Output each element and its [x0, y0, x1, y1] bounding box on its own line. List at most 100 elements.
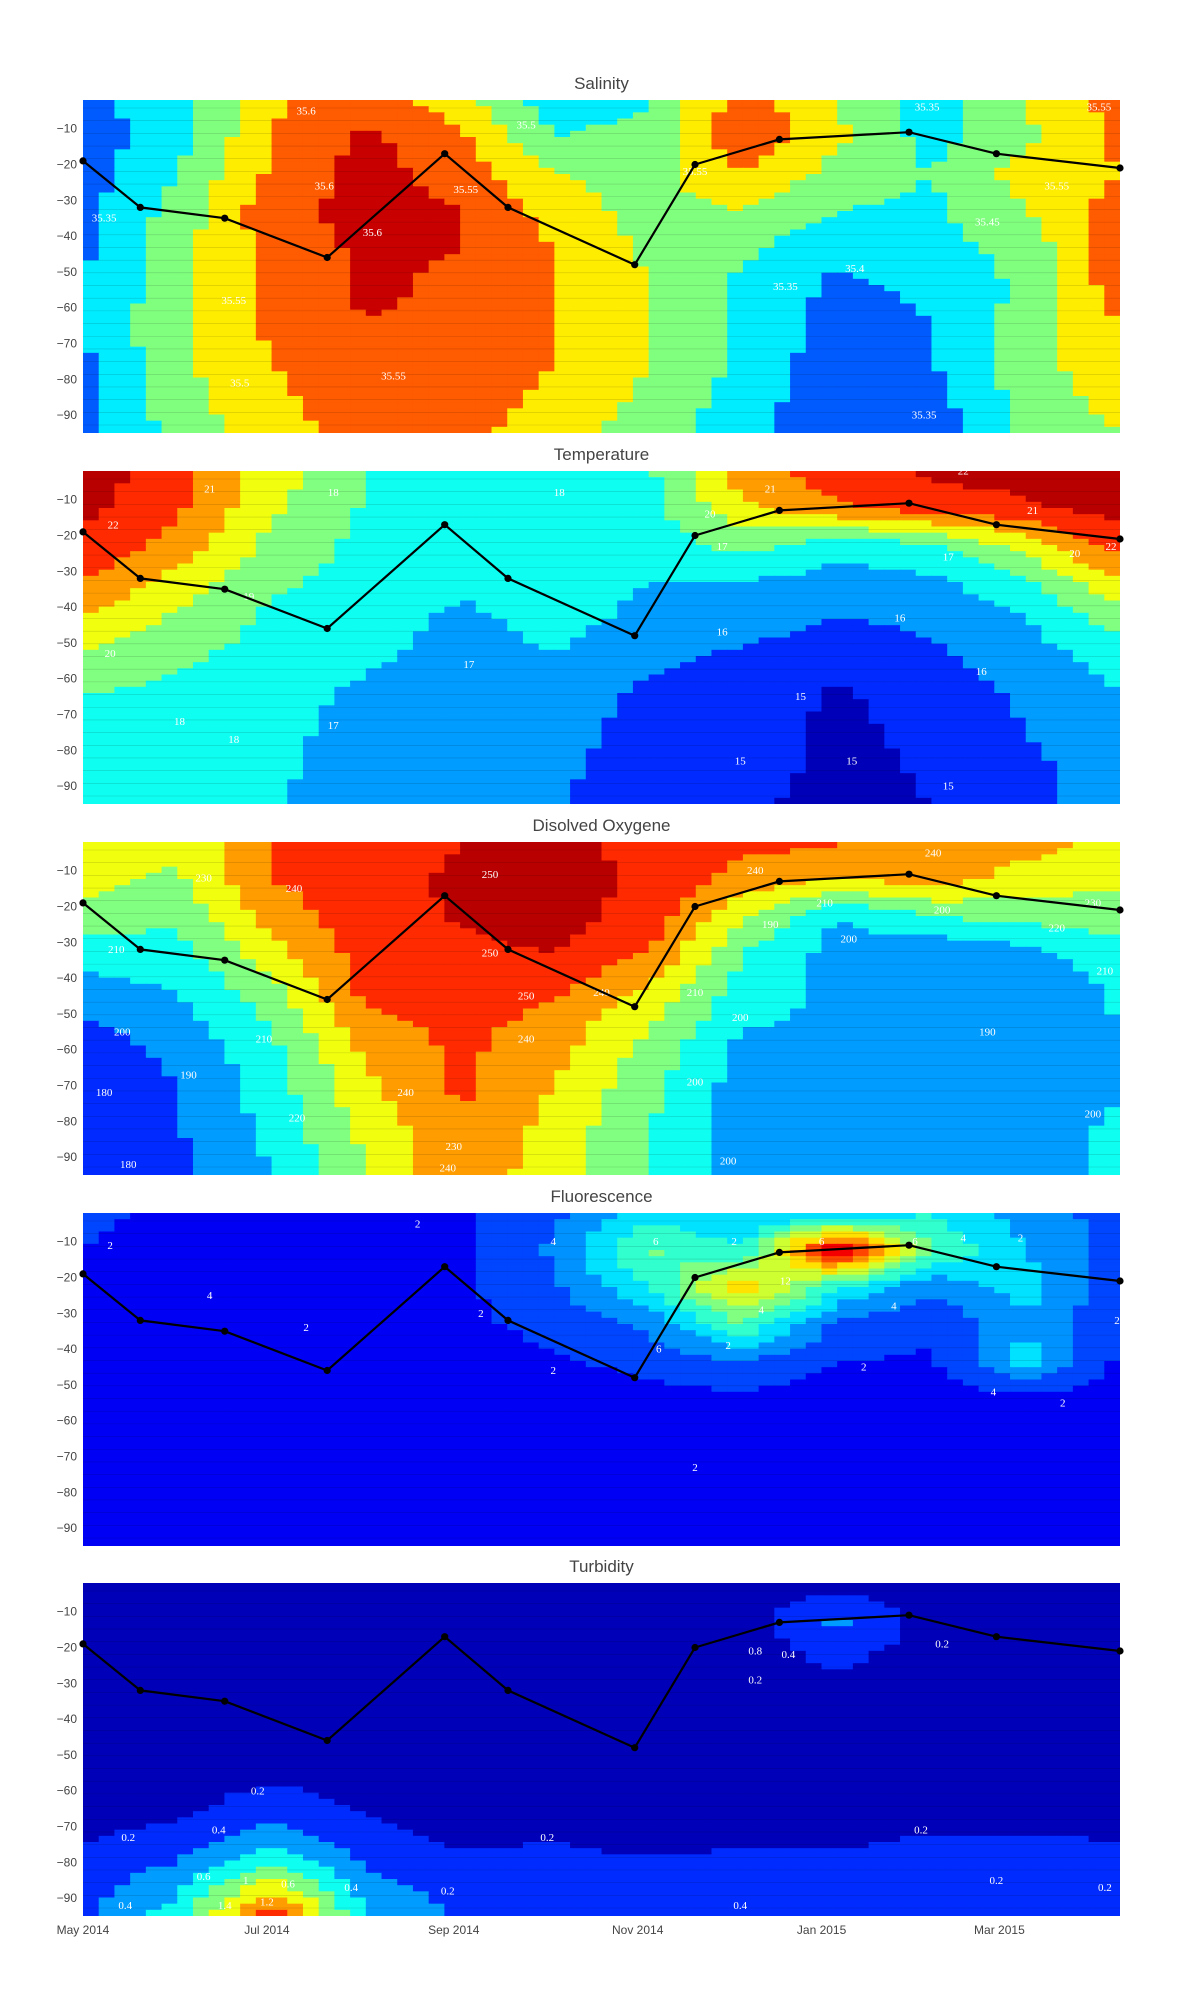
contour-cell	[271, 315, 288, 323]
contour-cell	[507, 112, 524, 120]
contour-cell	[1104, 180, 1120, 187]
contour-cell	[852, 526, 870, 534]
contour-cell	[475, 359, 493, 366]
contour-cell	[884, 278, 901, 286]
contour-cell	[98, 389, 116, 397]
contour-cell	[475, 334, 493, 342]
contour-cell	[837, 198, 854, 206]
contour-cell	[632, 569, 650, 577]
contour-cell	[145, 180, 163, 187]
contour-cell	[1104, 186, 1120, 194]
contour-cell	[412, 241, 430, 249]
contour-cell	[412, 309, 430, 317]
contour-cell	[852, 322, 870, 329]
contour-cell	[240, 477, 257, 484]
contour-cell	[130, 383, 147, 391]
contour-cell	[412, 315, 430, 323]
contour-cell	[648, 118, 665, 126]
contour-cell	[491, 278, 508, 286]
contour-cell	[365, 371, 383, 379]
contour-cell	[240, 155, 257, 163]
contour-cell	[114, 420, 131, 428]
contour-cell	[491, 198, 508, 206]
contour-cell	[538, 426, 555, 433]
contour-cell	[287, 408, 304, 416]
contour-cell	[554, 594, 571, 602]
contour-cell	[428, 229, 445, 237]
contour-cell	[570, 420, 587, 428]
contour-cell	[900, 371, 917, 379]
contour-cell	[790, 266, 807, 274]
contour-cell	[1041, 582, 1058, 589]
contour-cell	[365, 260, 383, 268]
contour-cell	[852, 359, 870, 366]
contour-cell	[365, 149, 383, 157]
contour-cell	[145, 495, 163, 503]
contour-cell	[397, 254, 414, 261]
contour-cell	[145, 483, 163, 491]
contour-cell	[255, 198, 273, 206]
contour-cell	[365, 291, 383, 298]
contour-cell	[727, 248, 744, 255]
contour-cell	[412, 426, 430, 433]
contour-cell	[444, 495, 461, 503]
contour-cell	[208, 569, 226, 577]
contour-cell	[774, 346, 791, 354]
contour-cell	[1072, 408, 1090, 416]
contour-cell	[192, 420, 210, 428]
contour-cell	[522, 471, 540, 478]
contour-cell	[381, 204, 398, 212]
contour-cell	[491, 520, 508, 528]
contour-cell	[695, 291, 713, 298]
contour-cell	[83, 149, 100, 157]
contour-cell	[522, 359, 540, 366]
contour-cell	[412, 297, 430, 305]
contour-cell	[475, 551, 493, 558]
contour-cell	[318, 297, 335, 305]
contour-cell	[522, 143, 540, 150]
contour-cell	[83, 520, 100, 528]
contour-cell	[837, 346, 854, 354]
contour-cell	[271, 155, 288, 163]
contour-cell	[821, 495, 838, 503]
contour-cell	[365, 118, 383, 126]
contour-cell	[790, 471, 807, 478]
contour-cell	[98, 149, 116, 157]
contour-cell	[632, 377, 650, 385]
contour-cell	[444, 588, 461, 595]
contour-cell	[962, 471, 980, 478]
contour-cell	[287, 167, 304, 175]
contour-cell	[538, 408, 555, 416]
contour-cell	[821, 569, 838, 577]
contour-cell	[680, 538, 697, 546]
contour-cell	[664, 477, 681, 484]
contour-cell	[145, 174, 163, 181]
contour-cell	[915, 477, 933, 484]
contour-cell	[1041, 297, 1058, 305]
contour-cell	[837, 100, 854, 107]
contour-cell	[947, 174, 964, 181]
contour-cell	[837, 217, 854, 224]
contour-cell	[83, 161, 100, 169]
contour-cell	[664, 322, 681, 329]
contour-cell	[114, 538, 131, 546]
contour-cell	[680, 383, 697, 391]
contour-cell	[632, 137, 650, 144]
contour-cell	[365, 334, 383, 342]
contour-cell	[224, 198, 241, 206]
contour-cell	[365, 266, 383, 274]
contour-cell	[680, 371, 697, 379]
contour-cell	[978, 352, 995, 360]
contour-cell	[114, 371, 131, 379]
contour-cell	[900, 192, 917, 200]
contour-cell	[192, 167, 210, 175]
contour-cell	[318, 211, 335, 218]
contour-cell	[601, 285, 618, 292]
contour-cell	[601, 204, 618, 212]
contour-cell	[915, 532, 933, 540]
contour-cell	[1010, 426, 1027, 433]
contour-cell	[350, 161, 367, 169]
contour-cell	[931, 551, 948, 558]
contour-cell	[1057, 483, 1074, 491]
contour-cell	[491, 501, 508, 509]
